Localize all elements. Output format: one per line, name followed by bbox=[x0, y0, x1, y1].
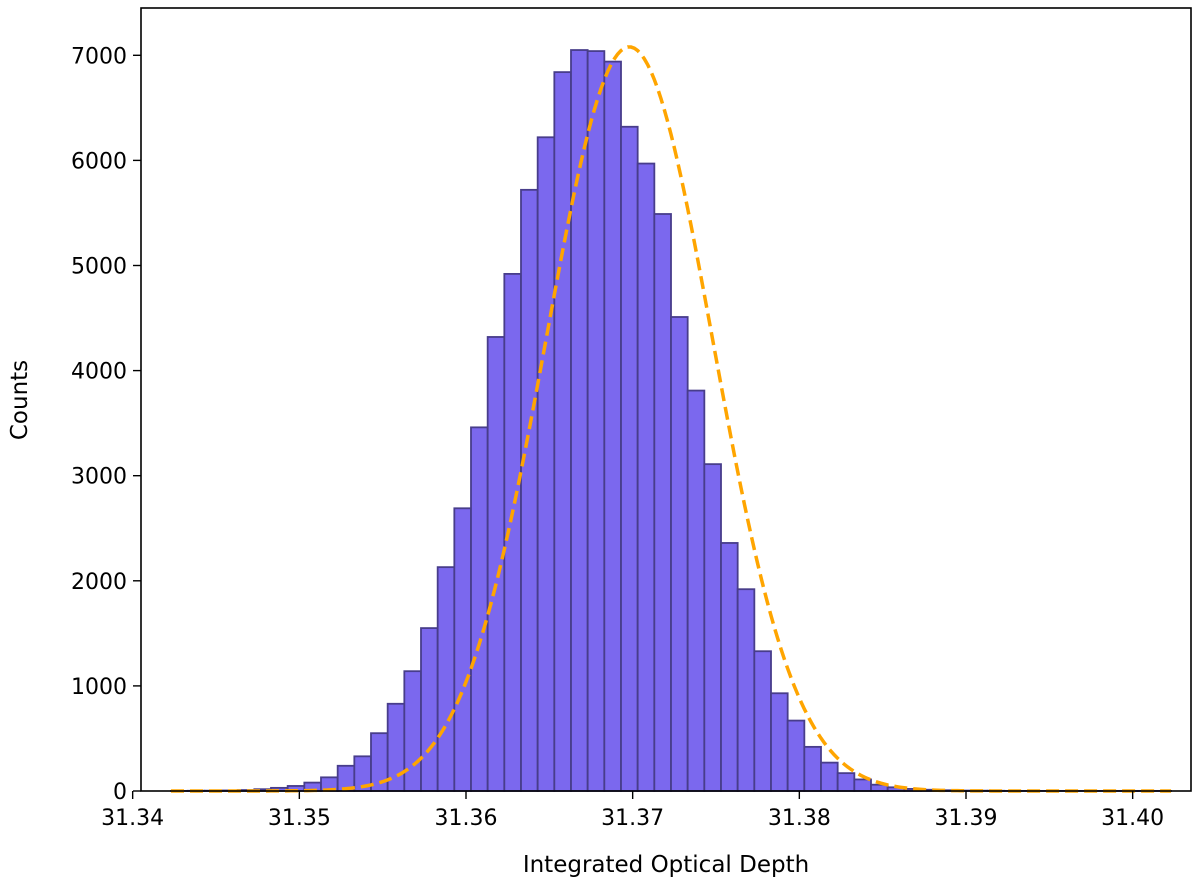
histogram-bar bbox=[786, 719, 806, 792]
histogram-bars bbox=[170, 49, 1172, 792]
y-tick-label: 7000 bbox=[71, 44, 127, 69]
histogram-bar bbox=[403, 670, 422, 792]
y-axis-ticks: 0 1000 2000 3000 4000 5000 6000 7000 bbox=[71, 44, 141, 805]
histogram-bar bbox=[720, 542, 739, 792]
histogram-bar bbox=[636, 162, 656, 792]
histogram-bar bbox=[486, 336, 506, 792]
y-tick-label: 4000 bbox=[71, 360, 127, 385]
histogram-bar bbox=[436, 566, 456, 792]
y-axis-label: Counts bbox=[7, 360, 33, 440]
histogram-bar bbox=[620, 125, 639, 792]
gaussian-fit-curve bbox=[171, 45, 1171, 793]
x-tick-label: 31.34 bbox=[101, 806, 164, 831]
histogram-bar bbox=[453, 507, 472, 792]
y-tick-label: 6000 bbox=[71, 149, 127, 174]
histogram-bar bbox=[653, 213, 672, 792]
y-tick-label: 0 bbox=[113, 780, 127, 805]
x-tick-label: 31.38 bbox=[768, 806, 831, 831]
y-tick-label: 3000 bbox=[71, 465, 127, 490]
plot-frame bbox=[140, 7, 1192, 792]
histogram-bar bbox=[753, 650, 772, 792]
histogram-bar bbox=[686, 389, 706, 792]
x-axis-ticks: 31.34 31.35 31.36 31.37 31.38 31.39 31.40 bbox=[101, 791, 1164, 831]
histogram-bar bbox=[820, 761, 839, 792]
x-tick-label: 31.37 bbox=[601, 806, 664, 831]
histogram-bar bbox=[570, 49, 589, 792]
y-tick-label: 2000 bbox=[71, 570, 127, 595]
x-tick-label: 31.39 bbox=[935, 806, 998, 831]
histogram-bar bbox=[736, 588, 756, 792]
histogram-bar bbox=[586, 50, 606, 792]
histogram-bar bbox=[603, 60, 622, 792]
histogram-bar bbox=[703, 463, 722, 792]
x-axis-label: Integrated Optical Depth bbox=[523, 852, 809, 878]
y-tick-label: 1000 bbox=[71, 675, 127, 700]
histogram-bar bbox=[670, 316, 689, 792]
x-tick-label: 31.36 bbox=[435, 806, 498, 831]
histogram-bar bbox=[836, 772, 856, 792]
histogram-bar bbox=[520, 188, 539, 792]
histogram-bar bbox=[420, 627, 439, 792]
histogram-bar bbox=[853, 778, 872, 792]
histogram-bar bbox=[536, 136, 556, 792]
histogram-bar bbox=[553, 71, 572, 792]
x-tick-label: 31.40 bbox=[1101, 806, 1164, 831]
x-tick-label: 31.35 bbox=[268, 806, 331, 831]
histogram-bar bbox=[470, 426, 489, 792]
histogram-bar bbox=[770, 692, 789, 792]
y-tick-label: 5000 bbox=[71, 254, 127, 279]
histogram-bar bbox=[803, 745, 822, 792]
